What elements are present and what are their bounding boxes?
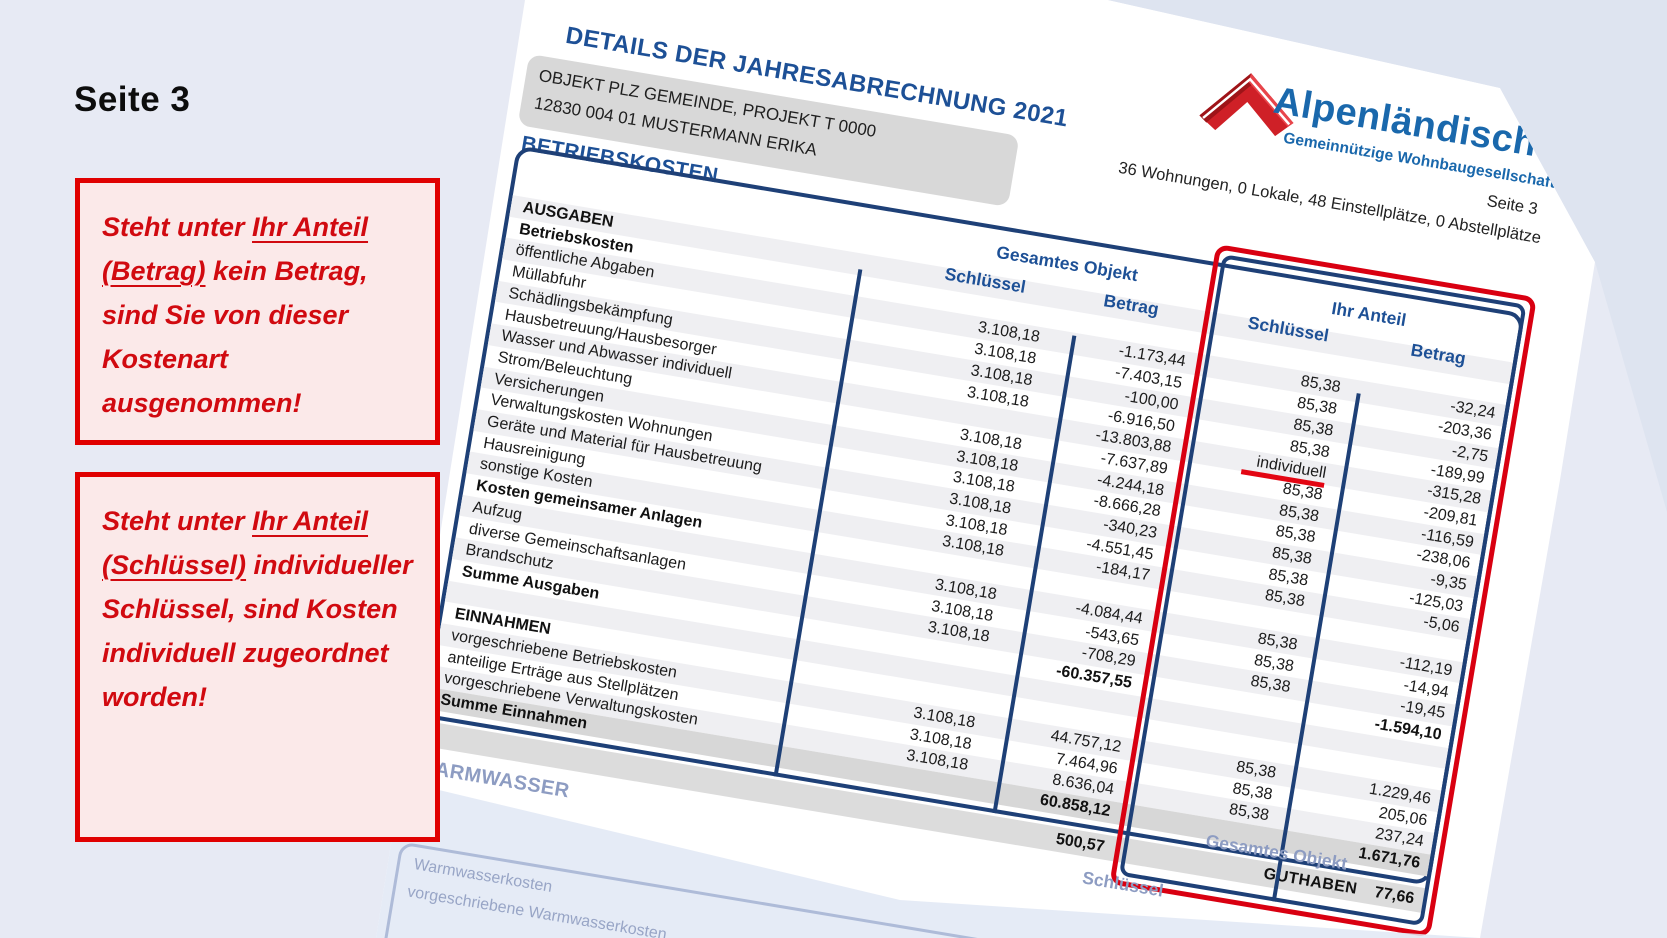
callout-schluessel: Steht unter Ihr Anteil (Schlüssel) indiv…: [75, 472, 440, 842]
callout-text: Steht unter: [102, 506, 253, 536]
slide-page-label: Seite 3: [74, 80, 191, 119]
callout-underlined-text: Ihr Anteil (Betrag): [102, 212, 369, 286]
callout-text: Steht unter: [102, 212, 253, 242]
callout-text: kein Betrag, sind Sie von dieser Kostena…: [102, 256, 368, 418]
callout-text: individueller Schlüssel, sind Kosten ind…: [102, 550, 413, 712]
callout-underlined-text: Ihr Anteil (Schlüssel): [102, 506, 369, 580]
callout-betrag: Steht unter Ihr Anteil (Betrag) kein Bet…: [75, 178, 440, 445]
